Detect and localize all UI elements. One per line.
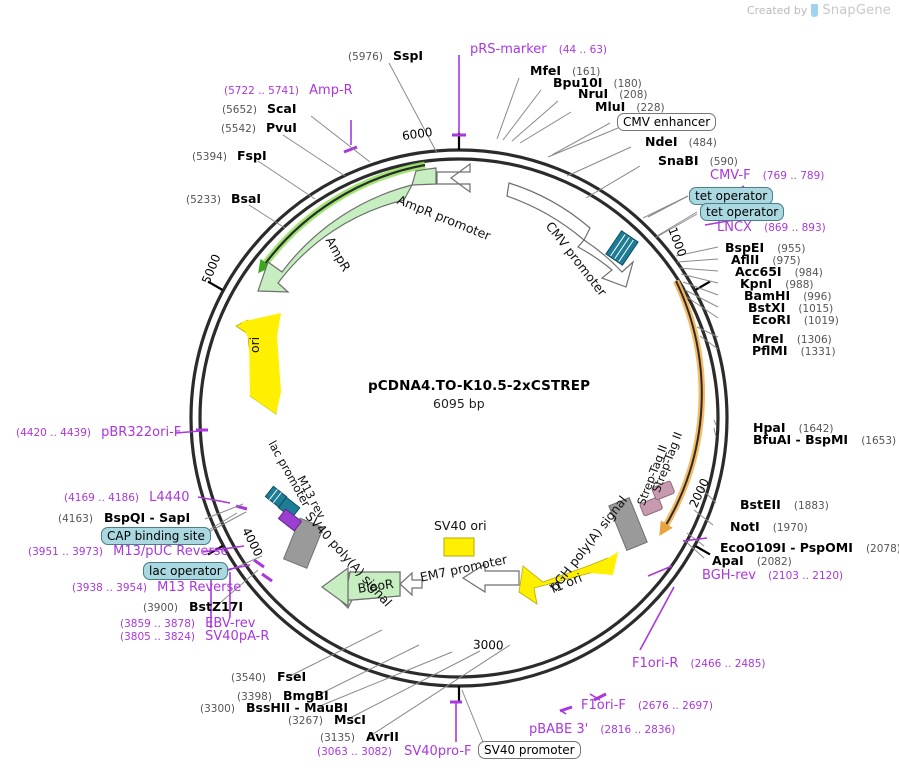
feature-badge-sv40-promoter: SV40 promoter bbox=[478, 741, 581, 759]
primer-label-l4440: (4169 .. 4186) L4440 bbox=[64, 490, 190, 505]
feature-cmv-promoter-arrow bbox=[577, 230, 639, 288]
enzyme-label-ndei: NdeI (484) bbox=[645, 134, 717, 149]
enzyme-label-mrei: MreI (1306) bbox=[752, 331, 832, 346]
enzyme-label-bspqi-sapi: (4163) BspQI - SapI bbox=[58, 510, 191, 525]
feature-cmv-enhancer-arrow bbox=[506, 182, 591, 241]
primer-label-pbabe-3prime: pBABE 3' (2816 .. 2836) bbox=[529, 722, 676, 737]
feature-amprpromoter-arrow bbox=[436, 162, 471, 194]
enzyme-label-fsei: (3540) FseI bbox=[231, 669, 307, 684]
primer-label-f1ori-f: F1ori-F (2676 .. 2697) bbox=[581, 698, 713, 713]
primer-ticks bbox=[196, 133, 607, 713]
feature-badge-cmv-enhancer: CMV enhancer bbox=[617, 113, 717, 131]
enzyme-label-mfei: MfeI (161) bbox=[530, 63, 601, 78]
enzyme-label-bstxi: BstXI (1015) bbox=[748, 300, 834, 315]
snapgene-logo-icon bbox=[811, 4, 819, 17]
enzyme-label-mlui: MluI (228) bbox=[595, 99, 665, 114]
enzyme-label-acc65i: Acc65I (984) bbox=[735, 264, 823, 279]
enzyme-label-avrii: (3135) AvrII bbox=[320, 729, 399, 744]
feature-badge-lac-operator: lac operator bbox=[143, 562, 228, 580]
enzyme-label-msci: (3267) MscI bbox=[288, 712, 366, 727]
enzyme-label-fspi: (5394) FspI bbox=[192, 148, 267, 163]
leader-lines bbox=[196, 62, 719, 743]
feature-ampr-arrow bbox=[257, 167, 437, 293]
enzyme-label-noti: NotI (1970) bbox=[730, 519, 808, 534]
enzyme-label-kpni: KpnI (988) bbox=[740, 276, 814, 291]
primer-label-pbr322ori-f: (4420 .. 4439) pBR322ori-F bbox=[16, 425, 182, 440]
primer-label-lncx: LNCX (869 .. 893) bbox=[717, 220, 826, 235]
feature-highlight-arcs bbox=[258, 161, 706, 536]
enzyme-label-bpu10i: Bpu10I (180) bbox=[553, 75, 642, 90]
feature-badge-cap-binding-site: CAP binding site bbox=[101, 527, 211, 545]
enzyme-label-bstz17i: (3900) BstZ17I bbox=[143, 599, 244, 614]
feature-badge-tet-operator-1: tet operator bbox=[689, 187, 774, 205]
enzyme-label-bsteii: BstEII (1883) bbox=[740, 497, 829, 512]
watermark-brand: SnapGene bbox=[822, 3, 891, 18]
enzyme-label-bmgbi: (3398) BmgBI bbox=[237, 688, 329, 703]
feature-label-sv40-ori: SV40 ori bbox=[434, 518, 487, 533]
enzyme-label-pvui: (5542) PvuI bbox=[221, 120, 297, 135]
enzyme-label-bsshii-maubi: (3300) BssHII - MauBI bbox=[200, 700, 349, 715]
feature-strep-tags bbox=[639, 480, 675, 517]
primer-label-amp-r: (5722 .. 5741) Amp-R bbox=[224, 83, 353, 98]
enzyme-label-snabi: SnaBI (590) bbox=[658, 153, 738, 168]
feature-bleor-arrow bbox=[320, 566, 401, 610]
feature-badge-tet-operator-2: tet operator bbox=[700, 203, 785, 221]
watermark-prefix: Created by bbox=[746, 4, 808, 17]
primer-label-bgh-rev: BGH-rev (2103 .. 2120) bbox=[702, 568, 844, 583]
primer-label-f1ori-r: F1ori-R (2466 .. 2485) bbox=[632, 656, 766, 671]
enzyme-label-apai: ApaI (2082) bbox=[712, 553, 792, 568]
enzyme-label-scai: (5652) ScaI bbox=[222, 101, 297, 116]
plasmid-name-title: pCDNA4.TO-K10.5-2xCSTREP bbox=[368, 378, 591, 394]
feature-ori-arrow bbox=[235, 313, 281, 415]
feature-label-ori: ori bbox=[247, 336, 262, 353]
primer-label-m13-puc-reverse: (3951 .. 3973) M13/pUC Reverse bbox=[28, 544, 229, 559]
feature-sv40-ori-box bbox=[443, 537, 475, 557]
feature-sv40-polya-box bbox=[282, 517, 324, 569]
plasmid-size: 6095 bp bbox=[433, 396, 485, 411]
enzyme-label-ecoo109i-pspomi: EcoO109I - PspOMI (2078) bbox=[720, 540, 899, 555]
enzyme-label-bfuai-bspmi: BfuAI - BspMI (1653) bbox=[753, 432, 897, 447]
axis-tick-3000: 3000 bbox=[472, 637, 504, 653]
primer-label-cmv-f: CMV-F (769 .. 789) bbox=[710, 168, 825, 183]
enzyme-label-bamhi: BamHI (996) bbox=[744, 288, 832, 303]
primer-label-sv40pro-f: (3063 .. 3082) SV40pro-F bbox=[317, 744, 472, 759]
primer-label-m13-reverse: (3938 .. 3954) M13 Reverse bbox=[72, 580, 242, 595]
enzyme-label-sspi: (5976) SspI bbox=[348, 48, 424, 63]
enzyme-label-aflii: AflII (975) bbox=[731, 252, 801, 267]
primer-label-ebv-rev: (3859 .. 3878) EBV-rev bbox=[120, 616, 256, 631]
feature-lac-region-boxes bbox=[264, 485, 303, 532]
feature-bgh-polya-gray-box bbox=[608, 496, 648, 552]
primer-label-prs-marker: pRS-marker (44 .. 63) bbox=[470, 42, 608, 57]
enzyme-label-bsai: (5233) BsaI bbox=[186, 191, 262, 206]
enzyme-label-hpai: HpaI (1642) bbox=[753, 420, 834, 435]
enzyme-label-pflmi: PflMI (1331) bbox=[752, 343, 836, 358]
snapgene-watermark: Created by SnapGene bbox=[747, 3, 891, 18]
primer-label-sv40pa-r: (3805 .. 3824) SV40pA-R bbox=[120, 629, 270, 644]
feature-em7-promoter-arrow bbox=[399, 562, 520, 597]
feature-f1ori-arrow bbox=[518, 552, 618, 605]
enzyme-label-ecori: EcoRI (1019) bbox=[752, 312, 839, 327]
enzyme-label-nrui: NruI (208) bbox=[578, 86, 648, 101]
enzyme-label-bspei: BspEI (955) bbox=[725, 240, 806, 255]
